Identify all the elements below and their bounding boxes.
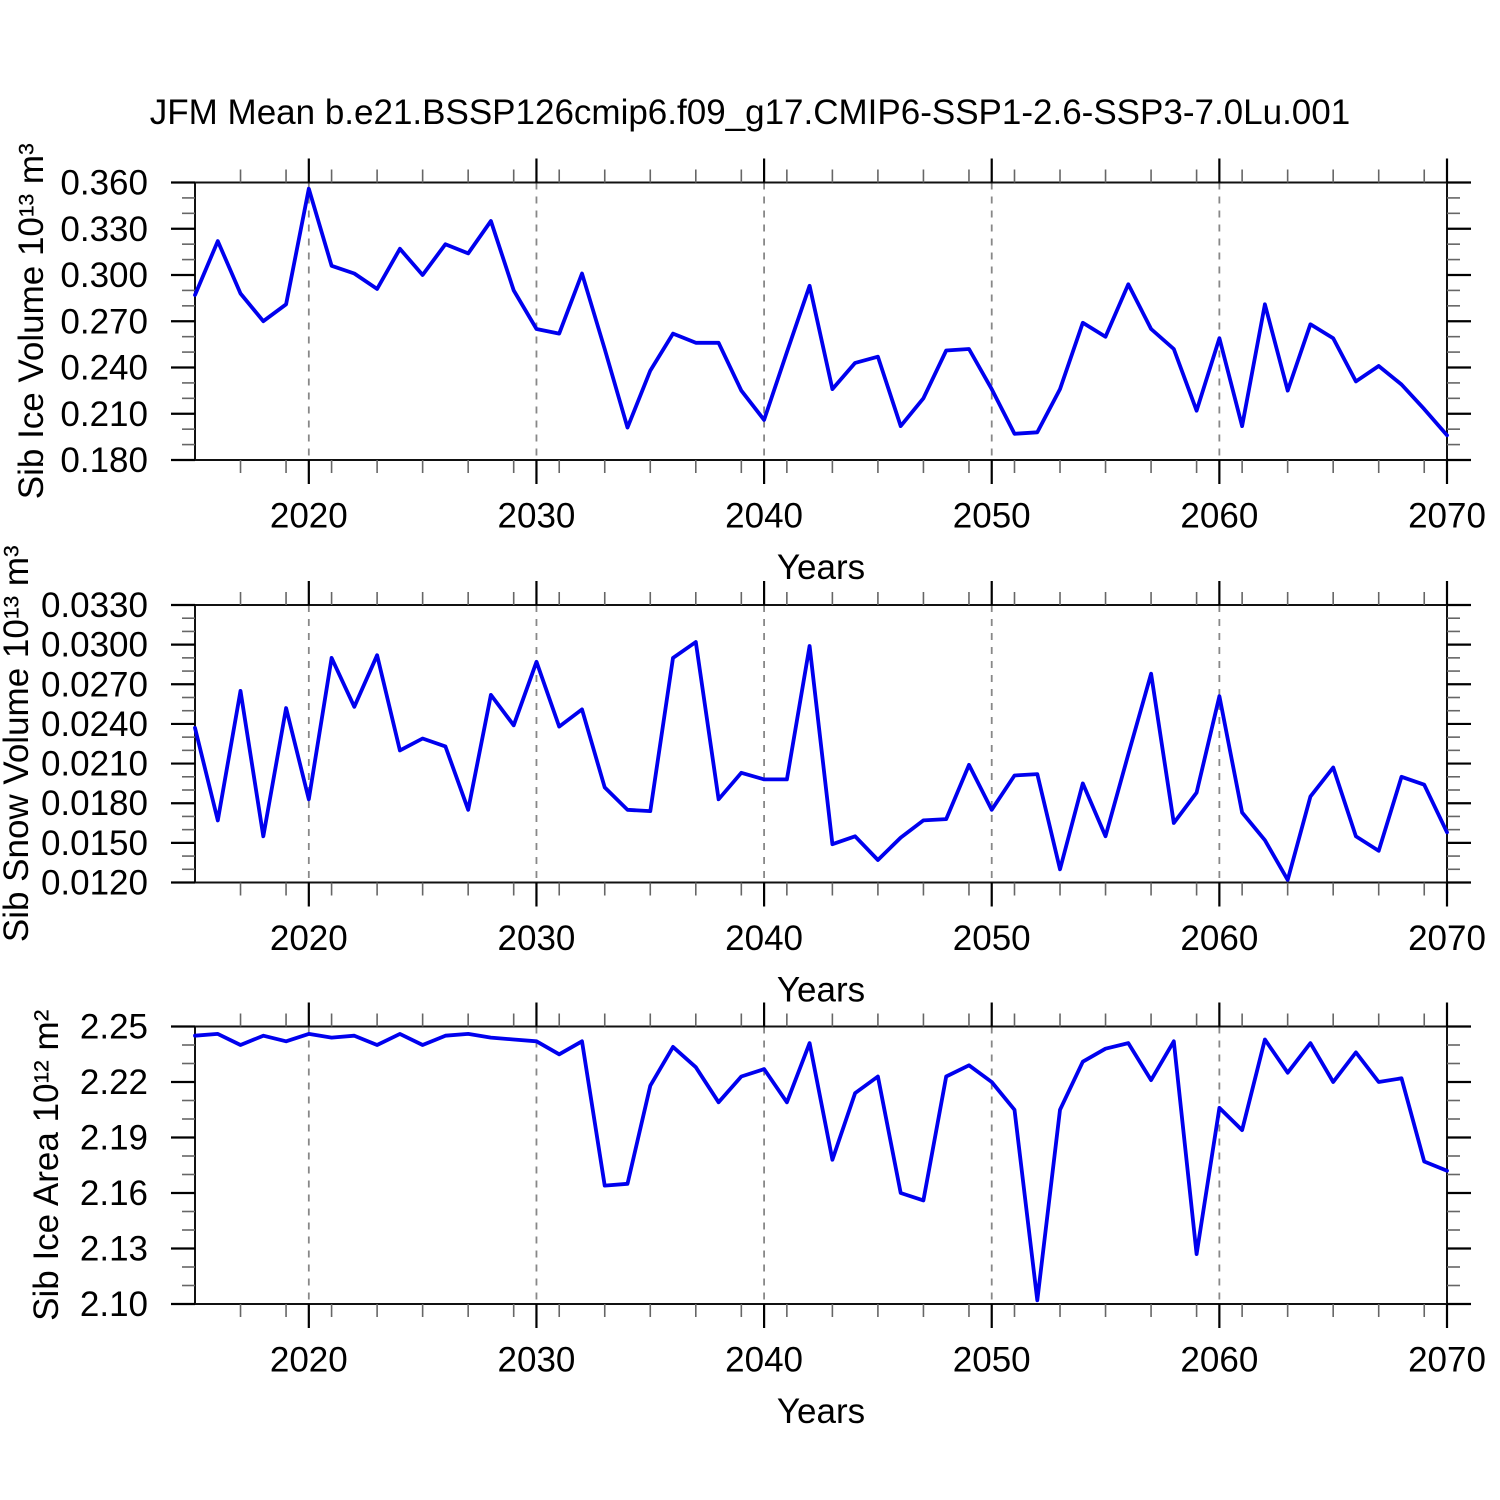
x-tick-label: 2040	[725, 1341, 803, 1380]
sib-ice-area-ylabel: Sib Ice Area 10¹² m²	[27, 1010, 66, 1321]
y-tick-label: 0.0120	[41, 864, 148, 903]
sib-ice-volume-ylabel: Sib Ice Volume 10¹³ m³	[12, 143, 51, 499]
x-tick-label: 2060	[1180, 1341, 1258, 1380]
y-tick-label: 2.19	[80, 1119, 148, 1158]
sib-ice-volume-gridlines	[307, 182, 1221, 460]
x-tick-label: 2050	[953, 1341, 1031, 1380]
sib-snow-volume-xlabel: Years	[777, 971, 865, 1010]
y-tick-label: 0.330	[60, 210, 148, 249]
y-tick-label: 0.0180	[41, 784, 148, 823]
y-tick-label: 0.270	[60, 302, 148, 341]
sib-ice-area-frame	[194, 1025, 1448, 1305]
y-tick-label: 0.0150	[41, 824, 148, 863]
sib-ice-area-gridlines	[307, 1026, 1221, 1304]
y-tick-label: 0.0240	[41, 705, 148, 744]
x-tick-label: 2070	[1408, 919, 1486, 958]
x-tick-label: 2040	[725, 497, 803, 536]
sib-snow-volume-ticks	[171, 581, 1471, 907]
x-tick-label: 2030	[498, 1341, 576, 1380]
sib-snow-volume-ylabel: Sib Snow Volume 10¹³ m³	[0, 545, 36, 942]
x-tick-label: 2050	[953, 497, 1031, 536]
y-tick-label: 0.360	[60, 164, 148, 203]
y-tick-label: 0.180	[60, 441, 148, 480]
y-tick-label: 2.13	[80, 1230, 148, 1269]
sib-ice-area-series-line	[193, 1032, 1449, 1303]
y-tick-label: 0.0210	[41, 745, 148, 784]
sib-ice-area-tick-labels: 2020 2030 2040 2050 2060 2070 2.10 2.13 2.16 2.19…	[80, 1008, 1486, 1380]
sib-snow-volume-frame	[194, 604, 1448, 884]
sib-snow-volume-gridlines	[307, 605, 1221, 883]
x-tick-label: 2070	[1408, 1341, 1486, 1380]
x-tick-label: 2040	[725, 919, 803, 958]
sib-ice-volume-tick-labels: 2020 2030 2040 2050 2060 2070 0.180 0.210 0.240 0…	[60, 164, 1486, 536]
x-tick-label: 2030	[498, 497, 576, 536]
y-tick-label: 2.25	[80, 1008, 148, 1047]
sib-ice-volume-frame	[194, 181, 1448, 461]
y-tick-label: 0.210	[60, 395, 148, 434]
y-tick-label: 0.0330	[41, 586, 148, 625]
sib-snow-volume-tick-labels: 2020 2030 2040 2050 2060 2070 0.01200.01500.01…	[41, 586, 1486, 958]
panel-sib-ice-volume: 2020 2030 2040 2050 2060 2070 0.180 0.210 0.240 0…	[12, 143, 1486, 587]
sib-ice-volume-xlabel: Years	[777, 548, 865, 587]
y-tick-label: 2.10	[80, 1285, 148, 1324]
x-tick-label: 2020	[270, 1341, 348, 1380]
x-tick-label: 2050	[953, 919, 1031, 958]
x-tick-label: 2060	[1180, 497, 1258, 536]
y-tick-label: 2.22	[80, 1063, 148, 1102]
panel-sib-snow-volume: 2020 2030 2040 2050 2060 2070 0.01200.01500.01…	[0, 545, 1486, 1009]
y-tick-label: 0.0300	[41, 626, 148, 665]
sib-snow-volume-series-line	[193, 640, 1449, 882]
y-tick-label: 0.240	[60, 349, 148, 388]
sib-ice-volume-series-line	[193, 186, 1449, 438]
sib-ice-area-xlabel: Years	[777, 1392, 865, 1431]
y-tick-label: 2.16	[80, 1174, 148, 1213]
x-tick-label: 2020	[270, 497, 348, 536]
sib-ice-volume-ticks	[171, 158, 1471, 484]
panel-sib-ice-area: 2020 2030 2040 2050 2060 2070 2.10 2.13 2.16 2.19…	[27, 1002, 1486, 1431]
x-tick-label: 2030	[498, 919, 576, 958]
x-tick-label: 2020	[270, 919, 348, 958]
y-tick-label: 0.0270	[41, 665, 148, 704]
y-tick-label: 0.300	[60, 256, 148, 295]
sib-ice-area-ticks	[171, 1002, 1471, 1328]
x-tick-label: 2060	[1180, 919, 1258, 958]
x-tick-label: 2070	[1408, 497, 1486, 536]
chart-title: JFM Mean b.e21.BSSP126cmip6.f09_g17.CMIP…	[149, 93, 1351, 132]
